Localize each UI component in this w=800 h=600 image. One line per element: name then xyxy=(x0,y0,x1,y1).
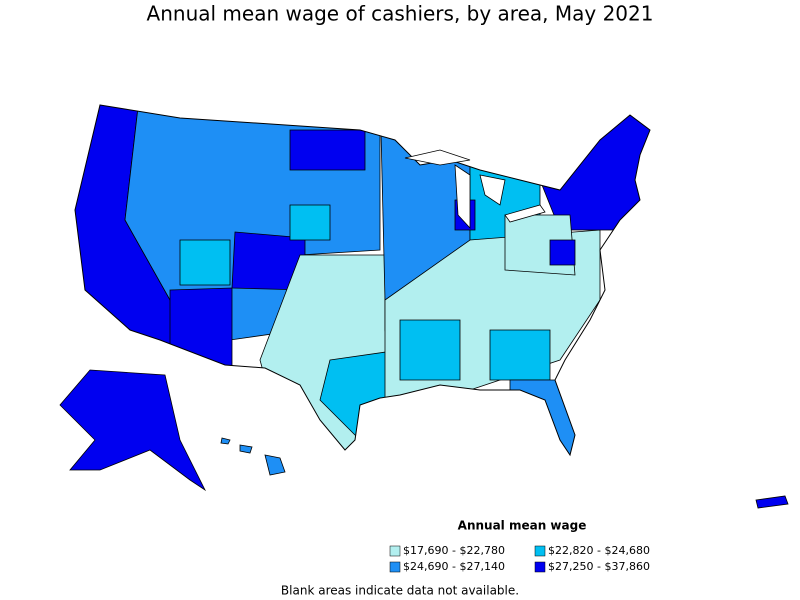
alaska xyxy=(59,369,207,492)
region xyxy=(399,319,461,381)
map-title: Annual mean wage of cashiers, by area, M… xyxy=(147,2,654,26)
region xyxy=(179,239,231,286)
region xyxy=(539,105,650,231)
lake xyxy=(479,174,506,206)
region xyxy=(489,329,551,381)
hawaii xyxy=(220,437,231,445)
legend-swatch xyxy=(534,545,546,557)
legend-label: $17,690 - $22,780 xyxy=(403,544,505,557)
lake xyxy=(454,164,471,230)
hawaii xyxy=(264,454,286,476)
region xyxy=(549,239,576,266)
legend-swatch xyxy=(534,561,546,573)
legend: $17,690 - $22,780 $22,820 - $24,680 $24,69… xyxy=(389,544,650,573)
hawaii xyxy=(239,444,253,454)
region xyxy=(509,379,591,455)
region xyxy=(289,204,331,241)
lake xyxy=(404,149,471,166)
puerto-rico xyxy=(755,495,789,509)
legend-label: $27,250 - $37,860 xyxy=(548,560,650,573)
legend-label: $24,690 - $27,140 xyxy=(403,560,505,573)
legend-swatch xyxy=(389,561,401,573)
region xyxy=(169,287,233,371)
contiguous-us xyxy=(75,105,650,455)
us-outline xyxy=(74,104,651,457)
legend-swatch xyxy=(389,545,401,557)
legend-label: $22,820 - $24,680 xyxy=(548,544,650,557)
region xyxy=(289,129,366,171)
lake xyxy=(504,204,546,223)
legend-title: Annual mean wage xyxy=(458,519,587,533)
footnote: Blank areas indicate data not available. xyxy=(281,584,519,598)
